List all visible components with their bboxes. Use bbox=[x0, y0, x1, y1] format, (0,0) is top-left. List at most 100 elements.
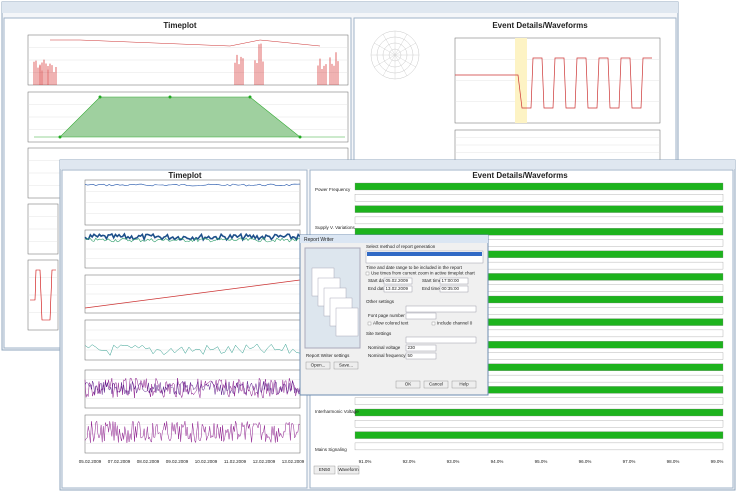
row-label: Interharmonic Voltage bbox=[315, 409, 359, 414]
dialog-text: Use times from current zoom in active ti… bbox=[371, 271, 476, 276]
dialog-text: Help bbox=[459, 382, 469, 387]
axis-label: 92.0% bbox=[403, 459, 416, 464]
dialog-title-bar bbox=[300, 235, 488, 243]
polar-spoke bbox=[374, 54, 396, 68]
title-bar bbox=[2, 2, 678, 13]
title-bar bbox=[60, 160, 735, 169]
report-dialog: Report Writer Select method of report gen… bbox=[299, 234, 489, 396]
input-field[interactable] bbox=[383, 285, 413, 293]
status-bar bbox=[354, 431, 724, 439]
panel-title: Event Details/Waveforms bbox=[492, 21, 588, 30]
axis-label: 93.0% bbox=[447, 459, 460, 464]
input-field[interactable] bbox=[439, 285, 469, 293]
status-bar bbox=[354, 216, 724, 225]
dialog-text: Start date bbox=[368, 278, 388, 283]
row-label: Power Frequency bbox=[315, 187, 351, 192]
status-bar bbox=[354, 228, 724, 236]
trace bbox=[84, 232, 301, 242]
button[interactable] bbox=[423, 380, 449, 389]
trace bbox=[84, 279, 301, 309]
dialog-text: Nominal voltage bbox=[368, 345, 401, 350]
dialog-text: End time bbox=[422, 286, 440, 291]
event-marker bbox=[515, 38, 527, 123]
dialog-text: Start time bbox=[422, 278, 442, 283]
button-label: Waveform bbox=[338, 467, 359, 472]
trace bbox=[455, 57, 652, 109]
trace bbox=[30, 269, 56, 321]
row-label: Supply V. Variations bbox=[315, 225, 356, 230]
trace bbox=[84, 237, 301, 243]
input-field[interactable] bbox=[405, 336, 477, 344]
dialog-text: 13.02.2009 bbox=[386, 286, 409, 291]
dialog-text: Other settings bbox=[366, 299, 395, 304]
dialog-text: Open... bbox=[311, 363, 326, 368]
input-field[interactable] bbox=[405, 305, 477, 313]
axis-label: 91.0% bbox=[359, 459, 372, 464]
vertex bbox=[168, 95, 172, 99]
input-field[interactable] bbox=[439, 277, 469, 285]
axis-label: 98.0% bbox=[667, 459, 680, 464]
x-tick-label: 08.02.2009 bbox=[137, 459, 160, 464]
input-field[interactable] bbox=[405, 312, 437, 320]
polar-spoke bbox=[374, 42, 396, 56]
x-tick-label: 10.02.2009 bbox=[195, 459, 218, 464]
dialog-text: 17:00:00 bbox=[442, 278, 460, 283]
x-tick-label: 11.02.2009 bbox=[224, 459, 247, 464]
dialog-text: 00:35:00 bbox=[442, 286, 460, 291]
vertex bbox=[98, 95, 102, 99]
button[interactable] bbox=[395, 380, 421, 389]
checkbox[interactable] bbox=[431, 321, 436, 326]
status-bar bbox=[354, 205, 724, 213]
area bbox=[34, 96, 345, 138]
status-bar bbox=[354, 194, 724, 202]
polar-spoke bbox=[394, 54, 416, 68]
dialog-text: Include channel 0 bbox=[437, 321, 473, 326]
dialog-text: 230 bbox=[408, 345, 416, 350]
axis-label: 99.0% bbox=[711, 459, 724, 464]
status-bar bbox=[354, 182, 724, 191]
dialog-text: End date bbox=[368, 286, 387, 291]
status-bar bbox=[354, 397, 724, 405]
checkbox[interactable] bbox=[365, 271, 370, 276]
button[interactable] bbox=[305, 361, 331, 370]
panel-title: Timeplot bbox=[168, 171, 202, 180]
dialog-text: OK bbox=[405, 382, 412, 387]
panel-title: Timeplot bbox=[163, 21, 197, 30]
polar-spoke bbox=[394, 42, 416, 56]
dialog-text: Font page number bbox=[368, 313, 405, 318]
status-bar bbox=[354, 408, 724, 417]
axis-label: 96.0% bbox=[579, 459, 592, 464]
button[interactable] bbox=[333, 361, 359, 370]
trace bbox=[50, 39, 321, 47]
dialog-text: Site Settings bbox=[366, 331, 392, 336]
dialog-text: Nominal frequency bbox=[368, 353, 406, 358]
trace bbox=[84, 420, 301, 444]
polar-spoke bbox=[394, 54, 408, 76]
dialog-text: Time and date range to be included in th… bbox=[366, 265, 463, 270]
x-tick-label: 12.02.2009 bbox=[253, 459, 276, 464]
polar-spoke bbox=[382, 54, 396, 76]
panel-title: Event Details/Waveforms bbox=[472, 171, 568, 180]
button[interactable] bbox=[337, 465, 360, 475]
dialog-text: 05.02.2009 bbox=[386, 278, 409, 283]
input-field[interactable] bbox=[405, 352, 437, 360]
vertex bbox=[248, 95, 252, 99]
button[interactable] bbox=[313, 465, 336, 475]
status-bar bbox=[354, 442, 724, 451]
dialog-text: Report Writer settings bbox=[306, 353, 350, 358]
dialog-text: Allow colored text bbox=[373, 321, 409, 326]
x-tick-label: 13.02.2009 bbox=[282, 459, 305, 464]
x-tick-label: 05.02.2009 bbox=[79, 459, 102, 464]
input-field[interactable] bbox=[383, 277, 413, 285]
x-tick-label: 09.02.2009 bbox=[166, 459, 189, 464]
input-field[interactable] bbox=[405, 344, 437, 352]
preview-page bbox=[335, 307, 359, 337]
dialog-text: Cancel bbox=[429, 382, 443, 387]
trace bbox=[84, 183, 301, 187]
trace bbox=[84, 343, 301, 356]
axis-label: 94.0% bbox=[491, 459, 504, 464]
button[interactable] bbox=[451, 380, 477, 389]
checkbox[interactable] bbox=[367, 321, 372, 326]
status-bar bbox=[354, 420, 724, 428]
